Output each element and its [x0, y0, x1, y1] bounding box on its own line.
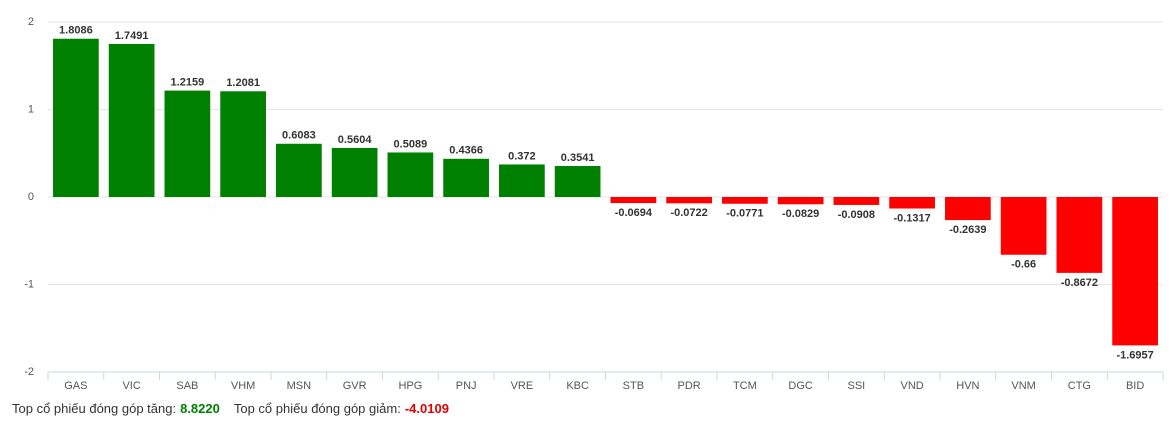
value-label: -0.0694	[615, 207, 653, 219]
value-label: 0.372	[508, 150, 536, 162]
x-tick-label: VND	[901, 380, 924, 392]
x-tick-label: HVN	[956, 380, 979, 392]
value-label: -1.6957	[1116, 349, 1153, 361]
x-tick-label: TCM	[733, 380, 757, 392]
x-tick-label: VIC	[122, 380, 140, 392]
bar	[220, 91, 266, 197]
y-tick-label: 0	[28, 191, 34, 203]
bar	[889, 197, 935, 209]
value-label: -0.0908	[838, 209, 875, 221]
gain-label: Top cổ phiếu đóng góp tăng:	[12, 401, 177, 416]
x-tick-label: SSI	[848, 380, 866, 392]
value-label: 1.7491	[115, 30, 149, 42]
y-tick-label: 2	[28, 16, 34, 28]
bar	[833, 197, 880, 205]
bar	[777, 197, 824, 205]
x-tick-label: HPG	[398, 380, 422, 392]
value-label: 0.5604	[338, 134, 373, 146]
value-label: 0.4366	[449, 145, 483, 157]
bar	[945, 197, 991, 221]
x-tick-label: PNJ	[456, 380, 477, 392]
value-label: 1.2081	[226, 77, 260, 89]
x-tick-label: PDR	[678, 380, 701, 392]
x-tick-label: VHM	[231, 380, 255, 392]
bar	[108, 43, 155, 197]
x-tick-label: BID	[1126, 380, 1144, 392]
x-tick-label: GAS	[64, 380, 87, 392]
loss-label: Top cổ phiếu đóng góp giảm:	[233, 401, 401, 416]
x-tick-label: CTG	[1068, 380, 1091, 392]
x-tick-label: VRE	[511, 380, 534, 392]
value-label: -0.0771	[726, 208, 763, 220]
value-label: 0.3541	[561, 152, 595, 164]
value-label: 0.6083	[282, 130, 316, 142]
chart: -2 -1 0 1 2 GAS 1.8086 VIC 1.7491 SAB 1.2159 VHM 1.2…	[24, 16, 1164, 392]
bar	[722, 197, 768, 204]
bar	[331, 147, 378, 197]
bar	[1112, 197, 1158, 346]
x-tick-label: GVR	[343, 380, 367, 392]
x-tick-label: MSN	[287, 380, 312, 392]
gain-value: 8.8220	[180, 401, 220, 416]
value-label: -0.8672	[1061, 277, 1098, 289]
x-tick-label: KBC	[566, 380, 589, 392]
bar	[443, 158, 489, 197]
y-tick-label: -1	[24, 278, 34, 290]
y-tick-label: 1	[28, 103, 34, 115]
x-tick-label: STB	[623, 380, 644, 392]
value-label: 0.5089	[394, 138, 428, 150]
bar	[666, 197, 712, 204]
bar	[610, 197, 657, 204]
footer: Top cổ phiếu đóng góp tăng: 8.8220 Top cổ …	[12, 401, 453, 416]
value-label: 1.2159	[171, 77, 205, 89]
bar	[1056, 197, 1103, 273]
bar	[53, 38, 99, 198]
y-tick-label: -2	[24, 366, 34, 378]
bar	[499, 164, 545, 197]
value-label: -0.1317	[893, 212, 930, 224]
bar	[387, 152, 434, 197]
x-tick-label: DGC	[788, 380, 813, 392]
x-tick-label: SAB	[176, 380, 198, 392]
value-label: -0.2639	[949, 224, 986, 236]
x-tick-label: VNM	[1011, 380, 1035, 392]
bar	[164, 90, 211, 197]
value-label: -0.0722	[670, 207, 707, 219]
value-label: -0.66	[1011, 259, 1036, 271]
bar	[276, 143, 322, 197]
loss-value: -4.0109	[404, 401, 449, 416]
value-label: -0.0829	[782, 208, 819, 220]
value-label: 1.8086	[59, 25, 93, 37]
bar	[1000, 197, 1047, 255]
bar	[554, 166, 601, 197]
